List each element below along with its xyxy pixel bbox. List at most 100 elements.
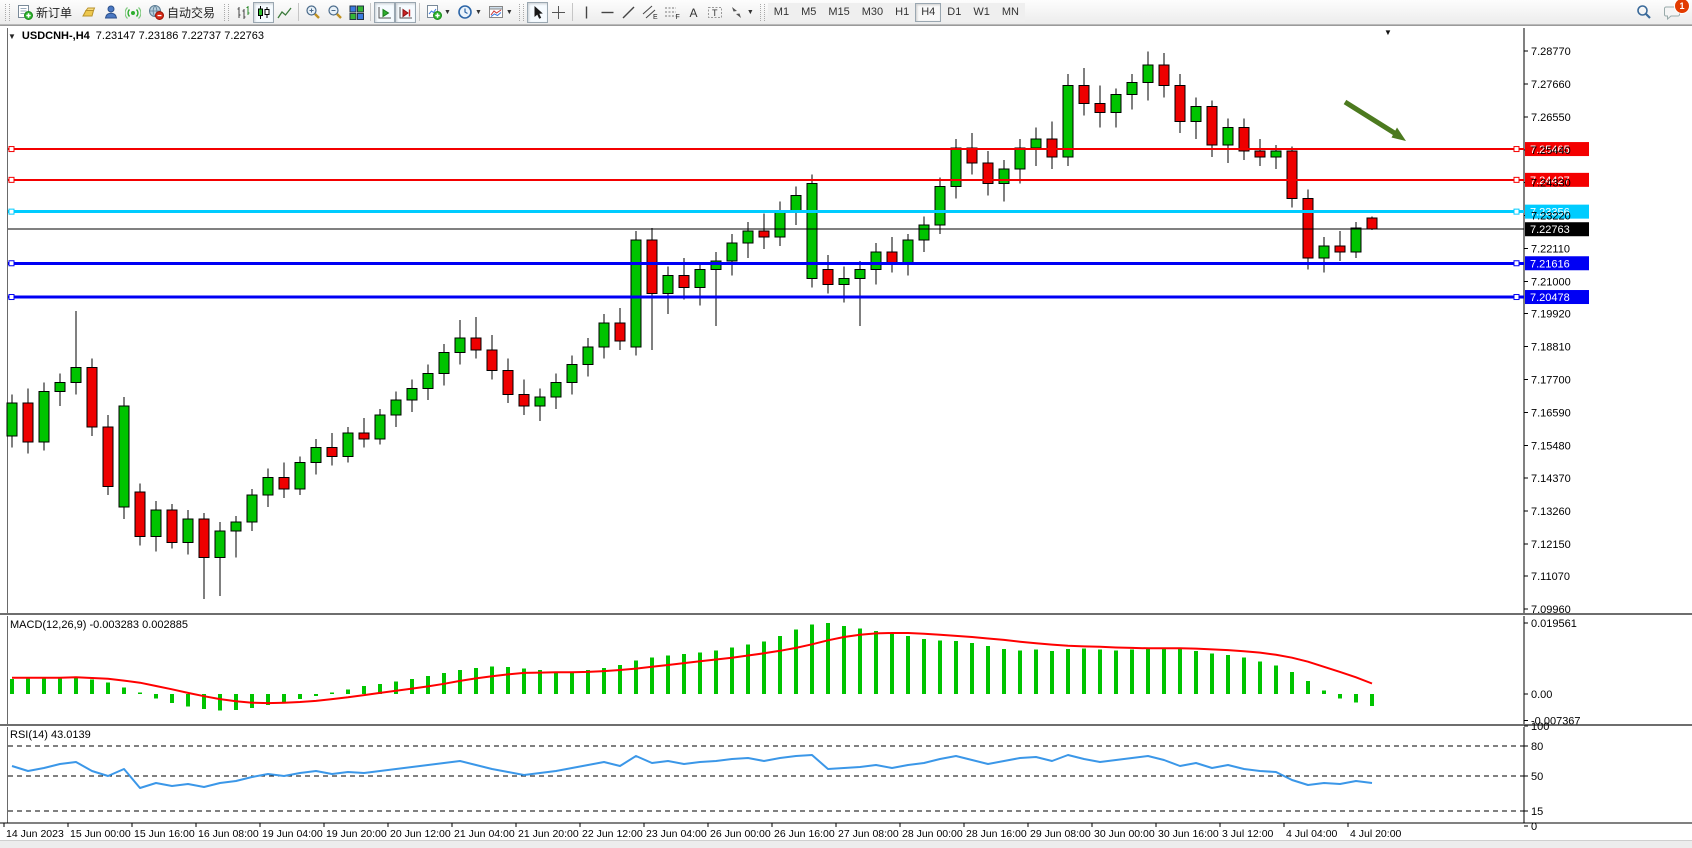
hline-anchor[interactable] [8,146,15,153]
timeframe-button-w1[interactable]: W1 [967,2,996,22]
symbol-expander-icon[interactable]: ▼ [8,31,16,41]
indicators-icon [426,4,443,20]
line-chart-icon [277,5,292,20]
timeframe-button-m15[interactable]: M15 [822,2,856,22]
zoom-out-button[interactable] [324,2,346,23]
candle-up [150,509,162,538]
crosshair-tool-button[interactable] [548,2,569,23]
periods-dropdown-caret[interactable]: ▼ [474,8,482,16]
hline-anchor[interactable] [8,208,15,215]
arrows-dropdown-caret[interactable]: ▼ [746,8,754,16]
macd-bar [746,644,750,694]
chat-button[interactable]: 1 [1661,0,1690,23]
trendline-tool-button[interactable] [618,2,639,23]
text-label-tool-button[interactable]: T [704,2,726,23]
fibonacci-tool-button[interactable]: F [661,2,683,23]
market-watch-button[interactable] [78,2,100,23]
timeframe-button-mn[interactable]: MN [995,2,1025,22]
candle-down [1206,105,1218,146]
hline-anchor[interactable] [1513,294,1520,301]
hline-anchor[interactable] [1513,208,1520,215]
chart-ohlc-values: 7.23147 7.23186 7.22737 7.22763 [95,30,264,42]
bar-chart-mode-button[interactable] [232,2,253,23]
pane-divider[interactable] [0,613,1692,615]
auto-scroll-button[interactable] [374,1,396,23]
macd-bar [26,678,30,694]
new-order-label: 新订单 [36,5,73,20]
candle-down [1046,138,1058,158]
hline-anchor[interactable] [8,176,15,183]
timeframe-button-d1[interactable]: D1 [941,2,968,22]
cursor-tool-button[interactable] [526,1,548,23]
rsi-axis-label: 80 [1531,741,1543,753]
hline-anchor[interactable] [1513,176,1520,183]
indicators-dropdown-caret[interactable]: ▼ [444,8,451,16]
candle-up [1062,85,1074,158]
new-order-button[interactable]: 新订单 [13,2,78,23]
hline-anchor[interactable] [8,260,15,267]
hline-anchor[interactable] [8,294,15,301]
price-tick-label: 7.22110 [1531,244,1570,256]
macd-bar [906,635,910,694]
time-tick-label: 26 Jun 00:00 [710,828,771,840]
trend-arrow-annotation[interactable] [1343,99,1406,141]
pane-divider[interactable] [0,724,1692,726]
candle-up [246,494,258,523]
indicators-button[interactable]: ▼ [423,2,454,23]
auto-trading-label: 自动交易 [167,5,216,20]
hline-anchor[interactable] [1513,260,1520,267]
macd-bar [1146,648,1150,694]
macd-bar [10,678,14,694]
hline-anchor[interactable] [1513,146,1520,153]
text-tool-button[interactable]: A [683,2,704,23]
price-tick-label: 7.12150 [1531,539,1571,551]
candle-down [1078,85,1090,105]
equidistant-channel-tool-button[interactable]: E [639,2,661,23]
macd-bar [1306,680,1310,694]
timeframe-button-h1[interactable]: H1 [889,2,916,22]
candle-up [342,432,354,458]
macd-bar [506,667,510,694]
macd-bar [490,666,494,694]
signals-button[interactable] [122,2,144,23]
candle-up [262,476,274,496]
auto-trading-button[interactable]: 自动交易 [144,2,221,23]
horizontal-line-tool-button[interactable] [597,2,618,23]
templates-button[interactable]: ▼ [485,2,516,23]
macd-bar [666,655,670,694]
timeframe-button-m5[interactable]: M5 [795,2,823,22]
candle-down [502,370,514,395]
macd-bar [682,654,686,694]
candle-down [1254,150,1266,158]
price-tick-label: 7.14370 [1531,473,1571,485]
candle-down [1334,245,1346,253]
profile-button[interactable] [100,2,122,23]
arrows-tool-button[interactable]: ▼ [726,2,757,23]
templates-dropdown-caret[interactable]: ▼ [505,8,513,16]
toolbar-separator [419,3,421,21]
indicators-layer [8,622,1524,812]
search-button[interactable] [1633,2,1655,23]
candle-up [374,414,386,440]
periods-button[interactable]: ▼ [454,2,485,23]
timeframe-button-h4[interactable]: H4 [915,2,942,22]
rsi-axis-label: 50 [1531,771,1543,783]
zoom-in-button[interactable] [302,2,324,23]
candle-up [950,147,962,188]
macd-bar [1274,665,1278,694]
candle-up [1270,150,1282,158]
chart-shift-button[interactable] [395,1,417,23]
timeframe-button-m30[interactable]: M30 [855,2,890,22]
macd-bar [186,694,190,707]
macd-bar [1354,694,1358,703]
vertical-line-tool-button[interactable] [576,2,597,23]
chart-corner-dropdown-icon[interactable]: ▼ [1384,28,1392,37]
line-chart-mode-button[interactable] [274,2,295,23]
tile-windows-button[interactable] [346,2,367,23]
price-tick-label: 7.11070 [1531,571,1570,583]
candlestick-mode-button[interactable] [253,1,275,23]
time-tick-label: 15 Jun 16:00 [134,828,195,840]
candle-down [102,426,114,487]
timeframe-button-m1[interactable]: M1 [767,2,796,22]
